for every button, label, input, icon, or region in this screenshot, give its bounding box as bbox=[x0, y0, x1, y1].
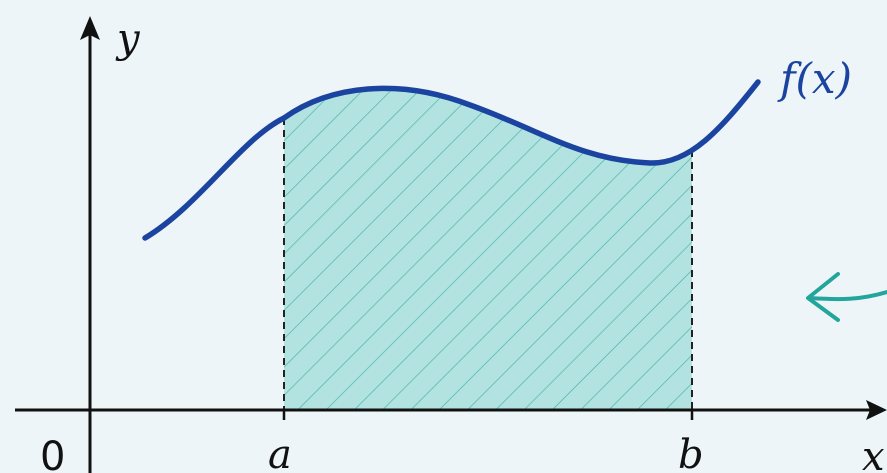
x-axis-arrowhead-icon bbox=[866, 400, 887, 420]
function-label: f(x) bbox=[777, 54, 852, 103]
left-arrow-icon bbox=[806, 272, 887, 322]
y-axis-label: y bbox=[115, 16, 141, 62]
function-curve bbox=[142, 79, 761, 241]
y-axis bbox=[80, 16, 100, 473]
y-axis-arrowhead-icon bbox=[80, 16, 100, 40]
a-label: a bbox=[268, 432, 292, 473]
b-label: b bbox=[678, 432, 704, 473]
x-axis-label: x bbox=[862, 434, 885, 473]
x-axis bbox=[15, 400, 887, 420]
shaded-area bbox=[284, 88, 692, 411]
origin-label: 0 bbox=[40, 434, 65, 473]
